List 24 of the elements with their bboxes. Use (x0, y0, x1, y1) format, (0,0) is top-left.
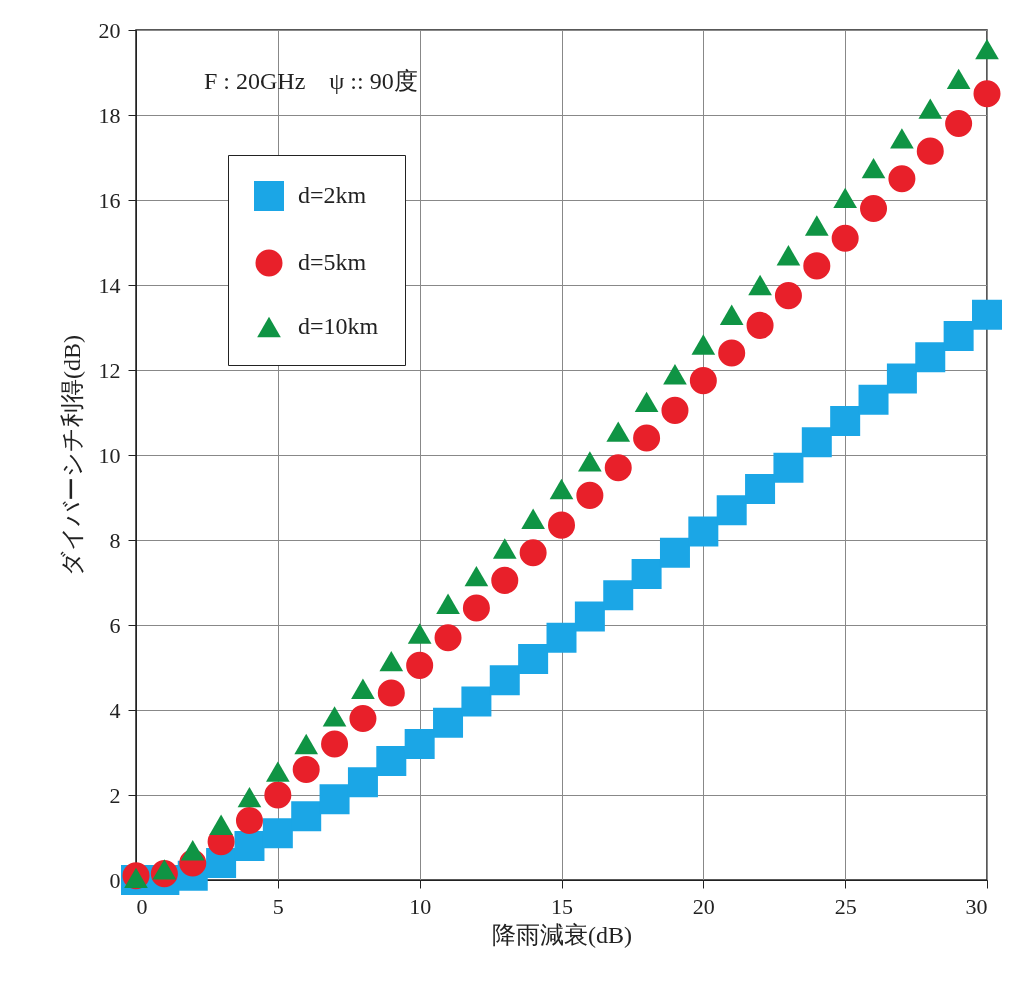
x-tick-label: 5 (272, 893, 284, 919)
legend-label: d=2km (298, 182, 367, 208)
x-tick-label: 10 (409, 893, 432, 919)
y-tick-label: 16 (98, 187, 121, 213)
y-tick-label: 20 (98, 17, 121, 43)
legend-label: d=10km (298, 313, 379, 339)
y-tick-label: 12 (98, 357, 121, 383)
y-tick-label: 6 (109, 612, 121, 638)
y-tick-label: 18 (98, 102, 121, 128)
y-tick-label: 14 (98, 272, 121, 298)
x-tick-label: 0 (136, 893, 148, 919)
x-tick-label: 25 (834, 893, 857, 919)
x-tick-label: 30 (965, 893, 988, 919)
annotation: F : 20GHz ψ :: 90度 (204, 68, 418, 94)
x-tick-label: 20 (692, 893, 715, 919)
y-tick-label: 4 (109, 697, 121, 723)
y-tick-label: 8 (109, 527, 121, 553)
y-axis-title: ダイバーシチ利得(dB) (58, 335, 85, 576)
x-axis-title: 降雨減衰(dB) (492, 921, 632, 948)
y-tick-label: 10 (98, 442, 121, 468)
y-tick-label: 0 (109, 867, 121, 893)
legend-label: d=5km (298, 249, 367, 275)
y-tick-label: 2 (109, 782, 121, 808)
x-tick-label: 15 (551, 893, 573, 919)
